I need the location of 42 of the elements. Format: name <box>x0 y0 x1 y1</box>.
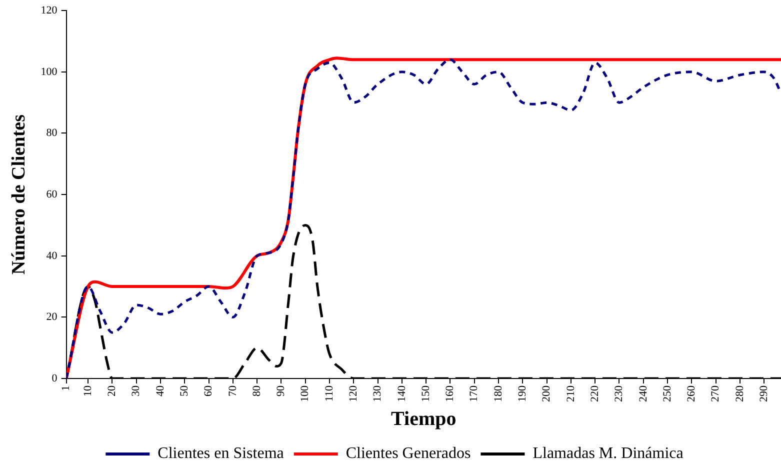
legend-label: Llamadas M. Dinámica <box>532 445 684 462</box>
x-axis-title: Tiempo <box>391 408 456 430</box>
x-tick-label: 290 <box>758 385 770 402</box>
x-tick-label: 70 <box>226 385 239 396</box>
x-tick-label: 150 <box>420 385 432 402</box>
x-tick-label: 40 <box>154 385 166 396</box>
x-tick-label: 80 <box>250 385 263 396</box>
x-tick-label: 130 <box>372 385 384 402</box>
x-tick-label: 60 <box>202 385 215 396</box>
x-tick-label: 20 <box>106 385 118 396</box>
x-tick-label: 100 <box>299 385 312 402</box>
x-tick-label: 1 <box>60 386 72 391</box>
x-tick-label: 200 <box>540 385 553 402</box>
y-tick-label: 0 <box>52 372 58 384</box>
legend-label: Clientes Generados <box>346 445 471 462</box>
x-tick-label: 250 <box>661 385 674 402</box>
y-tick-label: 40 <box>46 250 58 262</box>
x-tick-label: 120 <box>348 385 360 402</box>
x-tick-label: 90 <box>275 385 288 396</box>
x-tick-label: 280 <box>734 385 746 402</box>
x-tick-label: 240 <box>637 385 650 402</box>
y-axis-title: Número de Clientes <box>8 114 30 275</box>
y-tick-label: 100 <box>40 66 58 78</box>
x-tick-label: 190 <box>516 385 529 402</box>
legend-label: Clientes en Sistema <box>158 445 284 462</box>
y-tick-label: 80 <box>46 127 58 140</box>
x-tick-label: 30 <box>130 385 142 396</box>
x-tick-label: 180 <box>492 385 504 402</box>
x-tick-label: 140 <box>396 385 408 402</box>
x-tick-label: 10 <box>82 385 94 396</box>
x-tick-label: 220 <box>588 385 601 402</box>
x-tick-label: 170 <box>468 385 480 402</box>
x-tick-label: 110 <box>323 385 336 402</box>
x-tick-label: 270 <box>710 385 722 402</box>
y-tick-label: 60 <box>46 188 58 200</box>
x-tick-label: 260 <box>686 385 698 402</box>
y-tick-label: 20 <box>46 311 58 324</box>
y-tick-label: 120 <box>40 4 58 16</box>
x-tick-label: 210 <box>564 385 577 402</box>
x-tick-label: 50 <box>178 385 190 396</box>
x-tick-label: 160 <box>444 385 456 402</box>
x-tick-label: 230 <box>613 385 626 402</box>
